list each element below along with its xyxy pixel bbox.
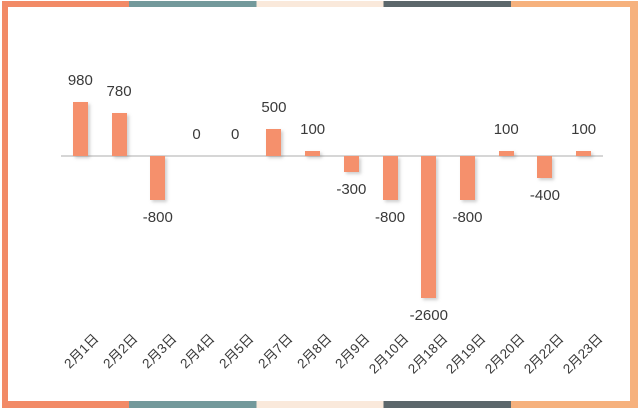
bar-value-label: 100	[300, 121, 326, 138]
bar	[305, 151, 321, 156]
bar-value-label: -800	[375, 209, 406, 226]
bar	[421, 156, 437, 298]
frame-left-border	[2, 1, 8, 408]
bar	[498, 151, 514, 156]
bar-value-label: 780	[106, 83, 132, 100]
bar-value-label: 980	[67, 72, 93, 89]
bar	[72, 102, 88, 156]
bar	[537, 156, 553, 178]
bar-value-label: 100	[493, 121, 519, 138]
frame-bottom-border	[2, 401, 638, 408]
x-axis-line	[61, 155, 603, 157]
bar-value-label: -800	[452, 209, 483, 226]
bar-value-label: -300	[336, 181, 367, 198]
bar	[576, 151, 592, 156]
frame-top-border	[2, 1, 638, 7]
bar	[266, 129, 282, 156]
bar-value-label: 500	[261, 99, 287, 116]
bar-value-label: -800	[142, 209, 173, 226]
bar	[459, 156, 475, 200]
bar	[382, 156, 398, 200]
bar-value-label: -400	[529, 187, 560, 204]
bar	[343, 156, 359, 172]
bar-value-label: 0	[192, 126, 201, 143]
bar	[150, 156, 166, 200]
frame-right-border	[630, 1, 638, 408]
plot-area: 980 2月1日 780 2月2日 -800 2月3日 0 2月4日 0 2月5日 500 2月7日 1…	[8, 7, 630, 401]
bar-value-label: 100	[571, 121, 597, 138]
bar-value-label: -2600	[409, 307, 448, 324]
bar-value-label: 0	[231, 126, 240, 143]
bar	[111, 113, 127, 156]
